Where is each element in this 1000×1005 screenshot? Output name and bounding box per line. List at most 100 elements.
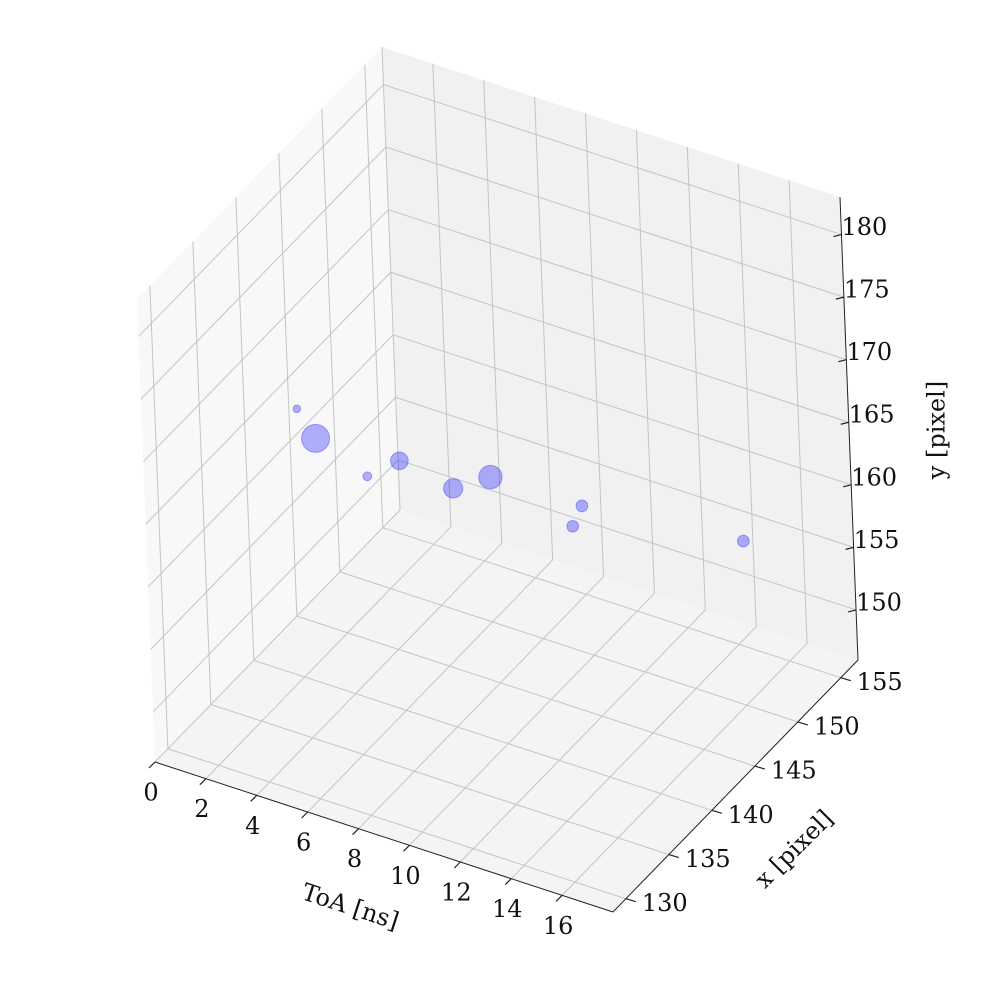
tick-mark bbox=[838, 359, 847, 363]
grid-line bbox=[253, 659, 713, 811]
point bbox=[362, 471, 373, 482]
x-axis-label: ToA [ns] bbox=[299, 878, 403, 936]
grid-line bbox=[339, 571, 798, 723]
grid-line bbox=[459, 609, 706, 863]
grid-line bbox=[150, 397, 396, 650]
grid-line bbox=[278, 153, 298, 617]
z-tick-label: 150 bbox=[856, 588, 902, 616]
grid-line bbox=[364, 64, 384, 528]
x-tick-label: 8 bbox=[347, 845, 362, 873]
grid-line bbox=[395, 396, 854, 548]
grid-line bbox=[561, 642, 808, 896]
grid-line bbox=[149, 285, 169, 749]
z-axis-label: y [pixel] bbox=[923, 381, 951, 480]
grid-line bbox=[321, 108, 341, 572]
grid-line bbox=[142, 209, 389, 463]
x-tick-label: 4 bbox=[245, 812, 260, 840]
y-tick-label: 145 bbox=[771, 757, 817, 785]
grid-line bbox=[210, 704, 670, 856]
point bbox=[301, 423, 331, 453]
grid-line bbox=[167, 748, 627, 900]
z-tick-label: 175 bbox=[844, 276, 890, 304]
tick-mark bbox=[625, 898, 637, 903]
z-tick-label: 160 bbox=[851, 463, 897, 491]
point bbox=[737, 534, 750, 548]
grid-line bbox=[510, 626, 757, 880]
grid-line bbox=[205, 526, 452, 780]
tick-mark bbox=[504, 878, 512, 886]
grid-line bbox=[393, 334, 852, 486]
grid-line bbox=[686, 146, 706, 611]
grid-line bbox=[138, 84, 384, 337]
tick-mark bbox=[301, 811, 309, 819]
z-tick-label: 165 bbox=[849, 401, 895, 429]
grid-line bbox=[152, 459, 399, 713]
point bbox=[292, 404, 302, 414]
grid-line bbox=[296, 615, 755, 767]
x-tick-label: 12 bbox=[441, 879, 472, 907]
grid-line bbox=[140, 146, 387, 400]
pane-back bbox=[382, 47, 858, 660]
grid-line bbox=[358, 576, 604, 830]
grid-line bbox=[635, 130, 655, 594]
tick-mark bbox=[403, 844, 410, 852]
grid-line bbox=[483, 80, 503, 544]
tick-mark bbox=[843, 484, 852, 488]
x-tick-label: 2 bbox=[194, 795, 209, 823]
tick-mark bbox=[250, 794, 258, 802]
tick-mark bbox=[847, 609, 857, 613]
axis-line bbox=[612, 659, 859, 913]
grid-line bbox=[585, 113, 605, 577]
x-tick-label: 0 bbox=[143, 779, 158, 807]
tick-mark bbox=[352, 828, 359, 836]
tick-mark bbox=[845, 546, 854, 550]
tick-mark bbox=[668, 853, 680, 859]
tick-mark bbox=[835, 296, 845, 300]
pane-left bbox=[137, 47, 400, 762]
y-tick-label: 130 bbox=[642, 889, 688, 917]
pane-floor bbox=[155, 510, 858, 912]
grid-line bbox=[147, 334, 394, 588]
point bbox=[566, 519, 580, 533]
point bbox=[443, 478, 464, 499]
x-tick-label: 16 bbox=[543, 912, 574, 940]
z-tick-label: 155 bbox=[854, 526, 900, 554]
y-tick-label: 150 bbox=[814, 712, 860, 740]
grid-line bbox=[256, 542, 503, 796]
tick-mark bbox=[840, 677, 851, 682]
z-tick-label: 170 bbox=[846, 338, 892, 366]
y-tick-label: 140 bbox=[728, 801, 774, 829]
grid-line bbox=[154, 509, 401, 763]
grid-line bbox=[788, 180, 808, 644]
grid-line bbox=[382, 527, 841, 679]
tick-mark bbox=[711, 809, 723, 814]
tick-mark bbox=[840, 421, 849, 425]
y-tick-label: 135 bbox=[685, 845, 731, 873]
tick-mark bbox=[199, 778, 207, 786]
grid-line bbox=[409, 592, 655, 846]
grid-line bbox=[737, 163, 757, 627]
y-tick-label: 155 bbox=[857, 668, 903, 696]
tick-mark bbox=[833, 233, 842, 238]
grid-line bbox=[397, 459, 857, 611]
grid-line bbox=[145, 271, 392, 525]
axis-line bbox=[154, 761, 614, 913]
grid-line bbox=[307, 559, 554, 813]
grid-line bbox=[534, 96, 554, 561]
z-tick-label: 180 bbox=[841, 213, 887, 241]
tick-mark bbox=[555, 894, 563, 902]
x-tick-label: 6 bbox=[296, 829, 311, 857]
point bbox=[389, 451, 409, 471]
grid-line bbox=[192, 241, 212, 705]
point bbox=[478, 464, 503, 490]
grid-line bbox=[383, 84, 842, 236]
grid-line bbox=[388, 209, 847, 361]
tick-mark bbox=[453, 861, 461, 869]
grid-line bbox=[390, 271, 849, 423]
tick-mark bbox=[754, 765, 766, 770]
grid-line bbox=[235, 197, 255, 661]
x-tick-label: 10 bbox=[390, 862, 421, 890]
tick-mark bbox=[797, 721, 808, 726]
grid-line bbox=[432, 63, 452, 527]
